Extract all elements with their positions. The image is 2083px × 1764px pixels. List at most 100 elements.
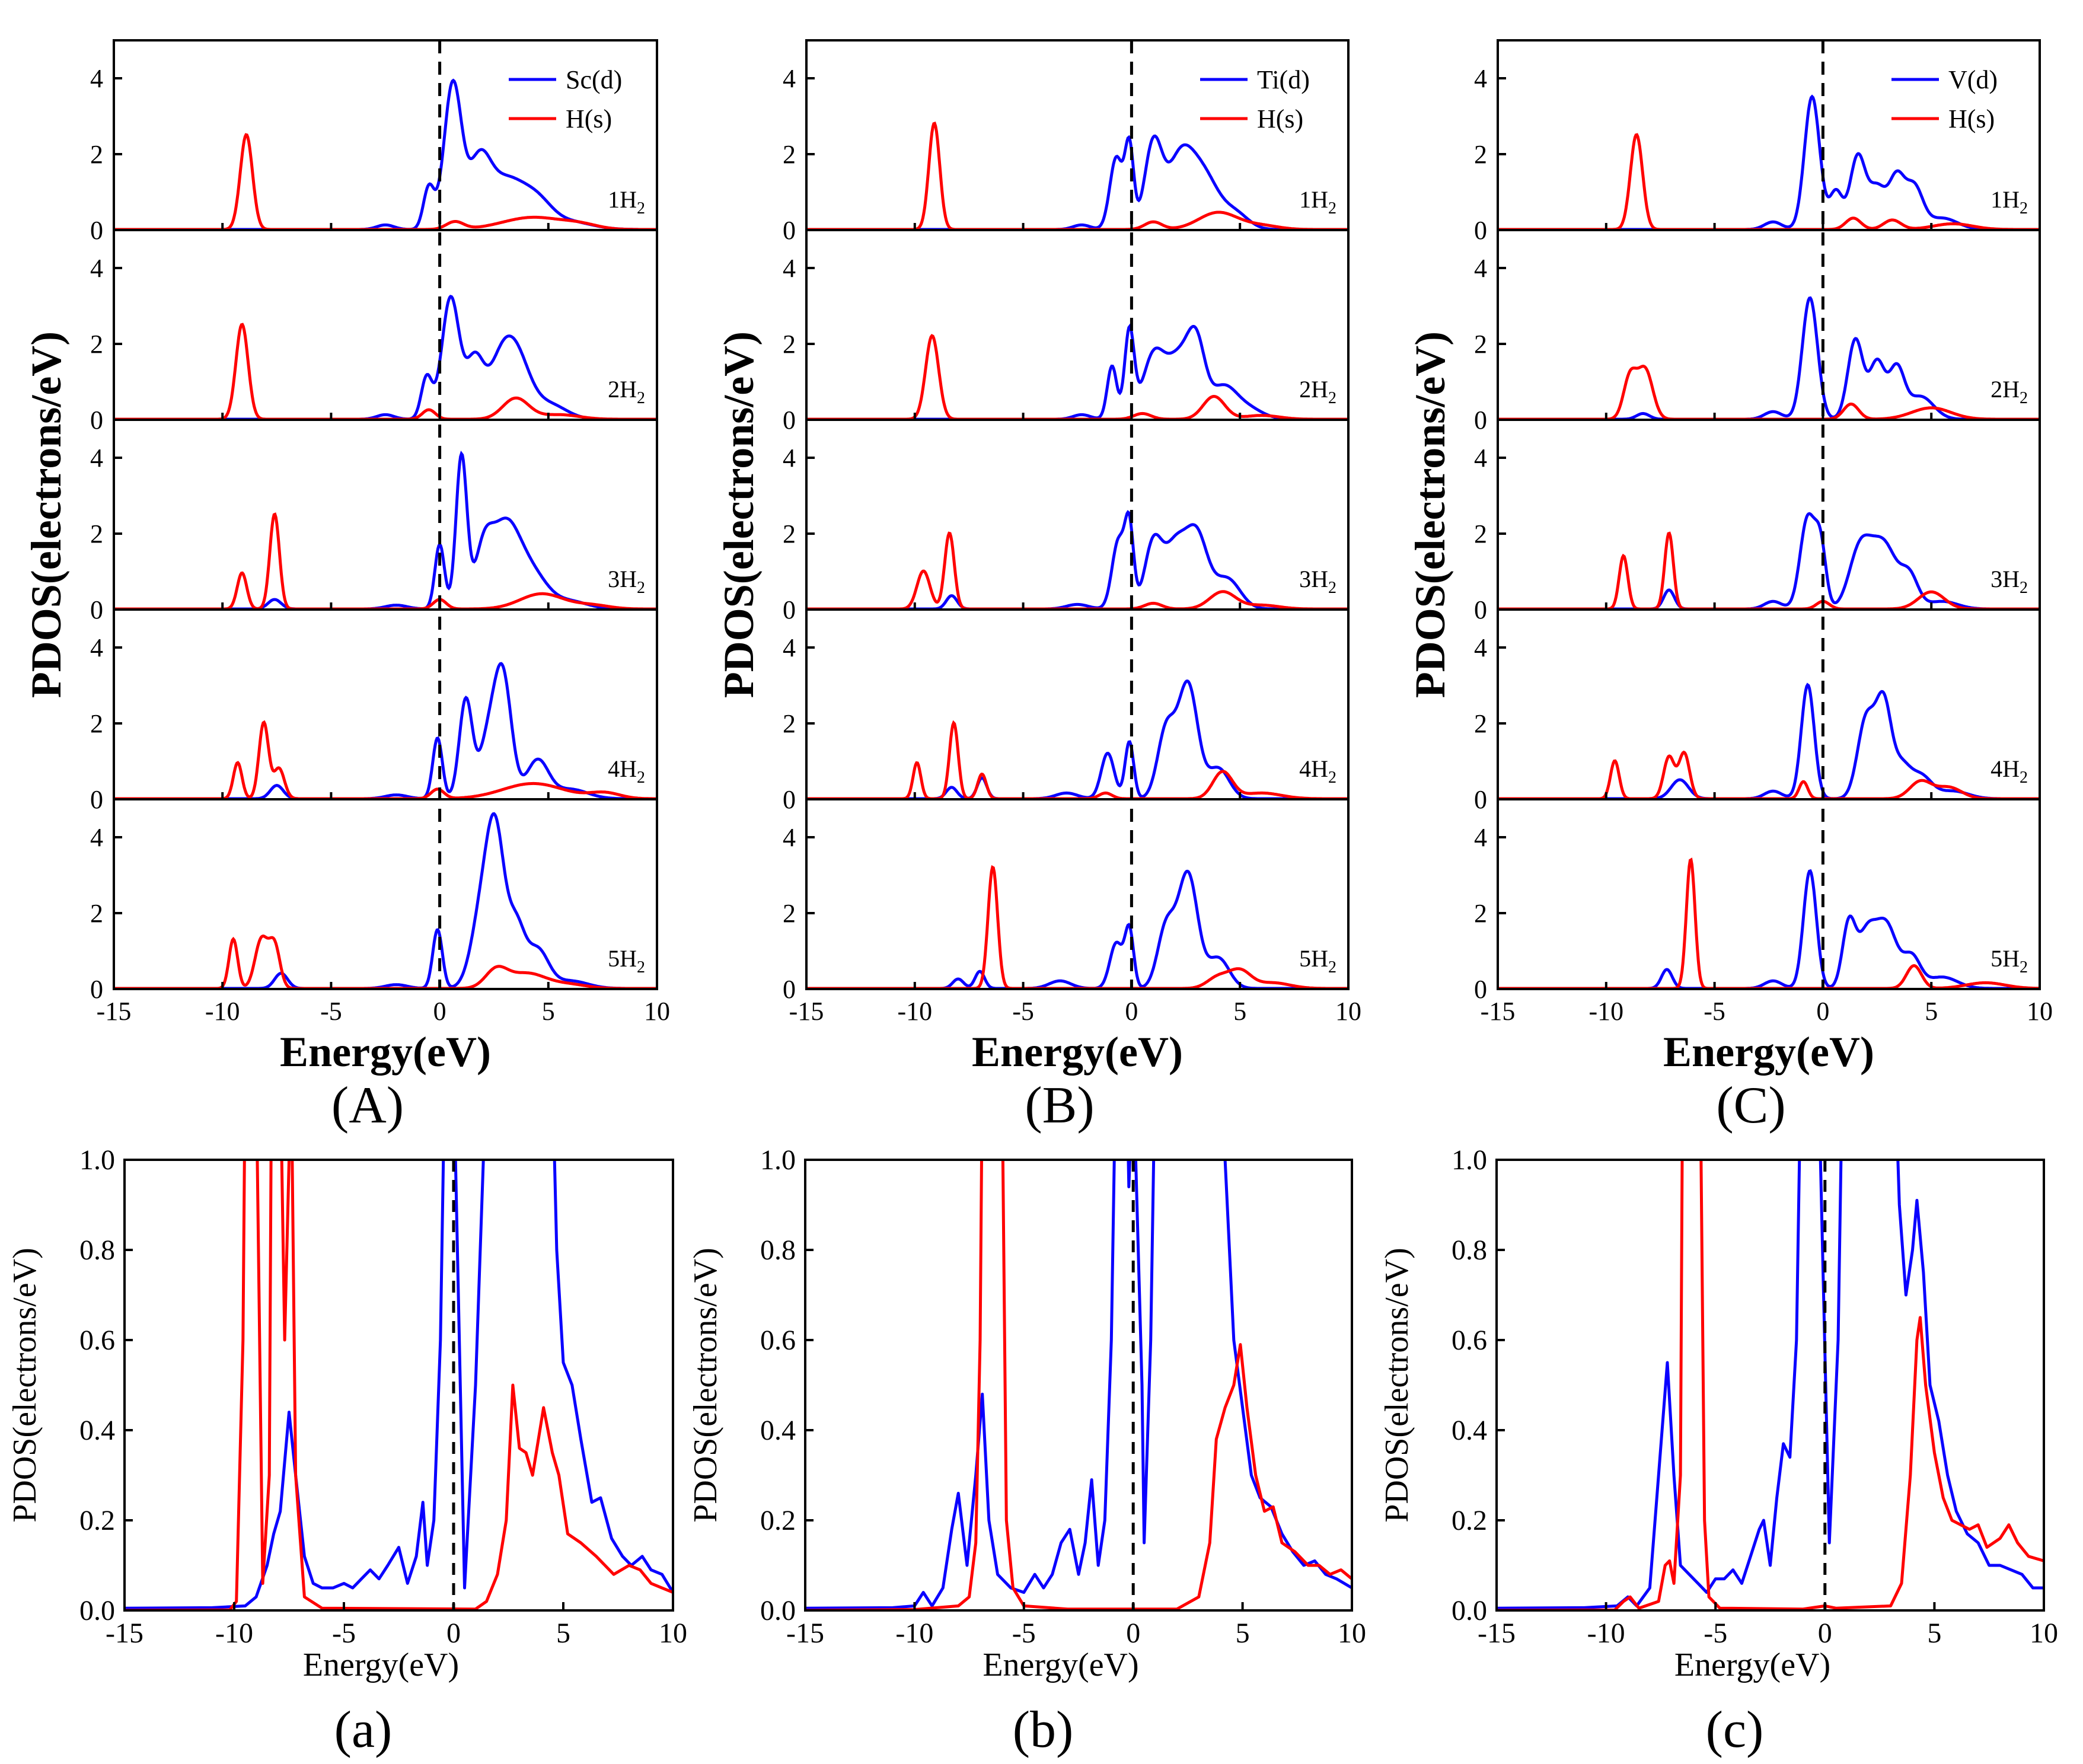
y-tick-label: 2: [783, 140, 796, 169]
chart-caption: (C): [1716, 1077, 1785, 1134]
panel-frame: [805, 608, 1350, 800]
x-tick-label: 0: [1126, 1618, 1140, 1649]
x-tick-label: -5: [332, 1618, 356, 1649]
panel-frame: [805, 229, 1350, 421]
y-tick-label: 4: [783, 633, 796, 662]
y-tick-label: 4: [1474, 254, 1487, 283]
x-tick-label: 5: [1927, 1618, 1941, 1649]
y-tick-label: 4: [90, 444, 103, 473]
y-tick-label: 2: [1474, 899, 1487, 928]
y-tick-label: 0: [783, 975, 796, 1004]
metal-d-curve: [114, 662, 657, 800]
x-tick-label: 10: [659, 1618, 687, 1649]
y-tick-label: 0: [783, 595, 796, 624]
x-tick-label: 10: [644, 997, 670, 1026]
metal-d-curve: [1498, 512, 2040, 611]
x-tick-label: 5: [1236, 1618, 1250, 1649]
panel-A-2: 0 2 4 2H2: [90, 229, 658, 435]
metal-d-curve: [114, 812, 657, 989]
x-tick-label: -10: [897, 997, 932, 1026]
x-tick-label: -10: [1587, 1618, 1625, 1649]
panel-frame: [113, 798, 658, 990]
panel-label: 2H2: [608, 376, 645, 407]
panel-C-3: 0 2 4 3H2: [1474, 419, 2041, 624]
y-tick-label: 2: [90, 330, 103, 359]
panel-A-3: 0 2 4 3H2: [90, 419, 658, 624]
panel-C-5: 0 2 4 5H2: [1474, 798, 2041, 1004]
metal-d-curve: [806, 134, 1348, 231]
y-tick-label: 0: [1474, 785, 1487, 814]
y-tick-label: 2: [783, 709, 796, 738]
panel-frame: [113, 608, 658, 800]
y-tick-label: 4: [783, 444, 796, 473]
panel-label: 4H2: [1991, 755, 2028, 787]
panel-label: 2H2: [1991, 376, 2028, 407]
x-tick-label: -5: [1012, 997, 1034, 1026]
x-tick-label: -5: [320, 997, 342, 1026]
y-tick-label: 2: [1474, 519, 1487, 548]
y-tick-label: 1.0: [1452, 1144, 1487, 1176]
panel-label: 3H2: [608, 566, 645, 597]
h-s-curve: [1498, 531, 2040, 611]
metal-d-curve: [806, 869, 1348, 989]
y-tick-label: 4: [1474, 823, 1487, 852]
metal-d-curve: [114, 78, 657, 231]
h-s-curve: [1498, 857, 2040, 989]
y-tick-label: 0.8: [760, 1235, 796, 1266]
y-tick-label: 0.6: [79, 1325, 115, 1356]
panel-label-subscript: 2: [637, 389, 645, 407]
y-tick-label: 4: [1474, 444, 1487, 473]
y-tick-label: 2: [1474, 330, 1487, 359]
x-tick-label: 5: [1925, 997, 1938, 1026]
panel-frame: [1497, 419, 2041, 611]
h-s-curve: [1498, 133, 2040, 231]
panel-C-2: 0 2 4 2H2: [1474, 229, 2041, 435]
metal-d-curve: [805, 1160, 1352, 1610]
chart-caption: (c): [1706, 1701, 1764, 1759]
x-tick-label: -15: [1478, 1618, 1516, 1649]
y-tick-label: 2: [783, 519, 796, 548]
y-tick-label: 2: [90, 899, 103, 928]
y-axis-label: PDOS(electrons/eV): [23, 331, 70, 698]
y-tick-label: 0: [1474, 975, 1487, 1004]
panel-label: 5H2: [1299, 945, 1336, 977]
x-tick-label: 5: [542, 997, 555, 1026]
panel-frame: [1497, 798, 2041, 990]
y-axis-label: PDOS(electrons/eV): [7, 1248, 43, 1522]
metal-d-curve: [1498, 296, 2040, 421]
panel-label: 4H2: [1299, 755, 1336, 787]
y-tick-label: 0: [1474, 216, 1487, 245]
y-tick-label: 2: [783, 330, 796, 359]
y-tick-label: 0: [90, 785, 103, 814]
y-tick-label: 0.4: [79, 1415, 115, 1446]
metal-d-curve: [806, 510, 1348, 611]
y-tick-label: 0: [1474, 406, 1487, 435]
zoom-chart-b: 0.0 0.2 0.4 0.6 0.8 1.0 -15 -10 -5 0 5 10 Energy(eV)…: [687, 1144, 1366, 1759]
h-s-curve: [125, 1160, 673, 1610]
panel-B-2: 0 2 4 2H2: [783, 229, 1350, 435]
y-tick-label: 0: [783, 785, 796, 814]
stacked-chart-A: 0 2 4 1H2 0 2 4 2H2 0 2 4 3H2 0 2 4 4H2 0 2 4 5H2 -15 -10 -5 0 5…: [23, 39, 670, 1134]
y-tick-label: 4: [783, 64, 796, 93]
panel-label-subscript: 2: [637, 768, 645, 787]
plot-frame: [804, 1159, 1353, 1612]
y-tick-label: 4: [783, 823, 796, 852]
y-tick-label: 4: [783, 254, 796, 283]
x-tick-label: -5: [1704, 997, 1725, 1026]
x-axis-label: Energy(eV): [983, 1647, 1138, 1683]
panel-label-subscript: 2: [2020, 199, 2028, 218]
x-tick-label: -15: [789, 997, 824, 1026]
y-tick-label: 0.4: [1452, 1415, 1487, 1446]
panel-label-subscript: 2: [1328, 579, 1336, 597]
y-tick-label: 0: [90, 406, 103, 435]
chart-caption: (a): [334, 1701, 393, 1759]
x-tick-label: 5: [1233, 997, 1246, 1026]
y-tick-label: 0: [90, 216, 103, 245]
chart-caption: (A): [331, 1077, 404, 1134]
panel-A-5: 0 2 4 5H2: [90, 798, 658, 1004]
panel-label-subscript: 2: [637, 958, 645, 977]
y-tick-label: 0: [90, 595, 103, 624]
panel-label: 1H2: [1991, 186, 2028, 218]
x-tick-label: 0: [1816, 997, 1829, 1026]
metal-d-curve: [114, 295, 657, 421]
